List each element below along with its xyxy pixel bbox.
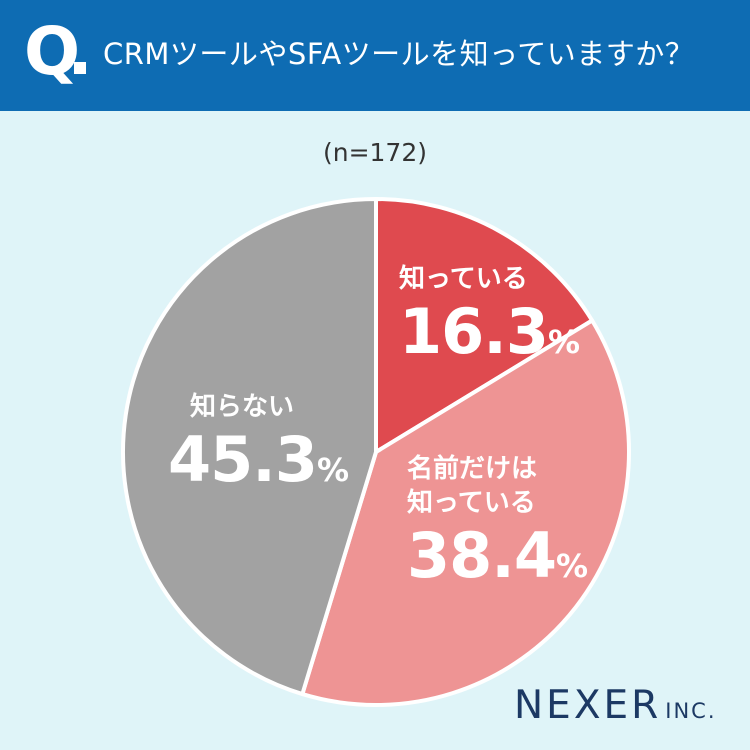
label-dont-know: 知らない 45.3% xyxy=(168,390,349,506)
logo-main: NEXER xyxy=(514,683,662,728)
label-know-name: 知っている xyxy=(399,264,528,294)
label-dont-know-pct: 45.3% xyxy=(168,423,350,496)
label-name-only: 名前だけは 知っている 38.4% xyxy=(407,452,588,602)
pie-slice-1 xyxy=(374,197,595,454)
label-dont-know-name: 知らない xyxy=(190,392,295,422)
question-title: CRMツールやSFAツールを知っていますか？ xyxy=(103,37,695,71)
label-name-only-line2: 知っている xyxy=(407,488,536,518)
pie-slice-2 xyxy=(300,318,631,707)
label-name-only-pct: 38.4% xyxy=(407,519,589,592)
q-dot-icon xyxy=(74,62,86,74)
logo-sub: INC. xyxy=(665,699,717,723)
pie-slice-3 xyxy=(121,197,378,697)
label-know-pct: 16.3% xyxy=(399,295,581,368)
sample-size: (n=172) xyxy=(322,138,428,167)
q-mark: Q xyxy=(24,13,80,90)
nexer-logo: NEXER INC. xyxy=(514,683,717,728)
label-know: 知っている 16.3% xyxy=(399,262,580,378)
question-header: Q CRMツールやSFAツールを知っていますか？ xyxy=(0,0,750,111)
label-name-only-line1: 名前だけは xyxy=(407,454,538,484)
